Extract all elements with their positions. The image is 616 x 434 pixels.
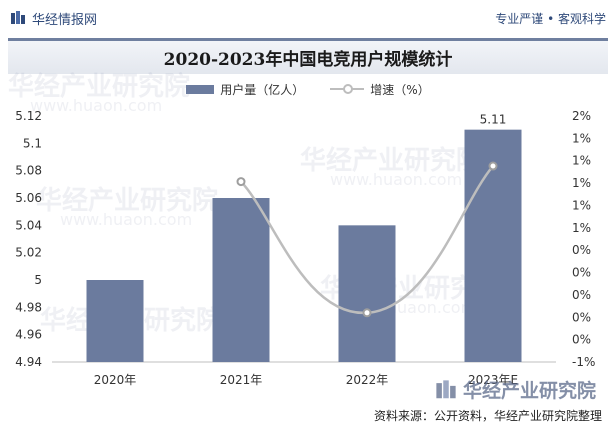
y-left-tick-label: 4.98 [15, 300, 42, 314]
footer-brand: 华经产业研究院 [435, 376, 596, 403]
bar [338, 225, 396, 362]
y-right-tick-label: 1% [572, 176, 591, 190]
y-right-tick-label: 0% [572, 288, 591, 302]
y-left-tick-label: 5.04 [15, 218, 42, 232]
chart-title: 2020-2023年中国电竞用户规模统计 [163, 50, 453, 70]
y-right-tick-label: 1% [572, 131, 591, 145]
y-left-tick-label: 5.02 [15, 246, 42, 260]
y-right-tick-label: 1% [572, 154, 591, 168]
bar [212, 198, 270, 362]
legend-swatch-bar [186, 84, 215, 94]
legend-label-growth: 增速（%） [370, 82, 430, 97]
y-left-tick-label: 4.96 [15, 328, 42, 342]
y-left-tick-label: 5.08 [15, 164, 42, 178]
y-left-tick-label: 5.12 [15, 109, 42, 123]
header: 华经情报网 专业严谨 • 客观科学 [0, 0, 616, 36]
tagline: 专业严谨 • 客观科学 [495, 11, 606, 26]
y-right-tick-label: 0% [572, 310, 591, 324]
x-tick-label: 2021年 [220, 373, 263, 387]
y-left-tick-label: 5.1 [23, 136, 42, 150]
y-left-tick-label: 5 [34, 273, 42, 287]
brand: 华经情报网 [10, 9, 97, 28]
x-tick-label: 2020年 [94, 373, 137, 387]
brand-name: 华经情报网 [32, 12, 98, 28]
legend-swatch-line [330, 83, 365, 95]
bar [86, 280, 144, 362]
y-left-tick-label: 5.06 [15, 191, 42, 205]
footer-brand-name: 华经产业研究院 [462, 380, 596, 402]
y-right-tick-label: 0% [572, 243, 591, 257]
x-tick-label: 2023年E [468, 373, 518, 387]
y-left-tick-label: 4.94 [15, 355, 42, 369]
legend-item-growth: 增速（%） [330, 81, 430, 98]
footer-logo-icon [436, 379, 456, 398]
brand-logo-icon [11, 11, 25, 24]
growth-point [236, 177, 246, 187]
legend-item-users: 用户量（亿人） [186, 81, 304, 98]
y-right-tick-label: 1% [572, 221, 591, 235]
y-right-tick-label: 0% [572, 333, 591, 347]
y-right-tick-label: 0% [572, 266, 591, 280]
legend-label-users: 用户量（亿人） [220, 82, 305, 97]
x-tick-label: 2022年 [346, 373, 389, 387]
growth-point [488, 161, 498, 171]
y-right-tick-label: 1% [572, 198, 591, 212]
y-right-tick-label: -1% [572, 355, 595, 369]
chart-title-bar: 2020-2023年中国电竞用户规模统计 [8, 38, 608, 74]
y-right-tick-label: 2% [572, 109, 591, 123]
growth-point [362, 308, 372, 318]
source-note: 资料来源：公开资料，华经产业研究院整理 [373, 409, 602, 423]
bar-data-label: 5.11 [480, 113, 507, 127]
legend: 用户量（亿人） 增速（%） [0, 80, 616, 98]
